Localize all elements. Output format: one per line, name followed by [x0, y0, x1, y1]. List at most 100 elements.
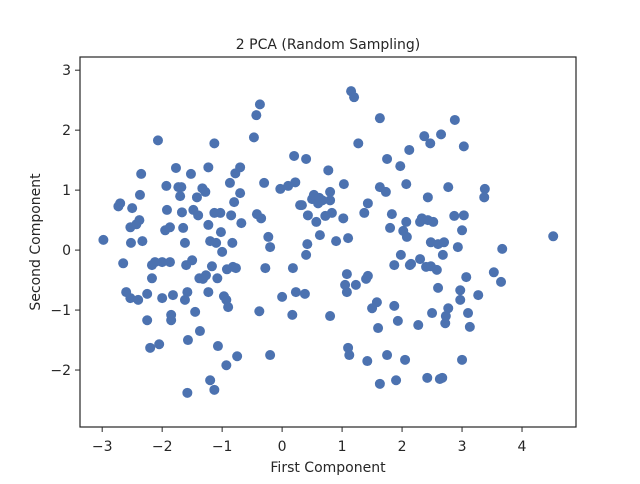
x-tick-label: 2: [398, 439, 407, 455]
point: [461, 272, 472, 283]
point: [256, 213, 267, 224]
point: [362, 356, 373, 367]
point: [265, 350, 276, 361]
point: [419, 131, 430, 142]
point: [170, 162, 181, 173]
point: [157, 293, 168, 304]
point: [248, 132, 259, 143]
point: [314, 230, 325, 241]
point: [209, 138, 220, 149]
point: [413, 320, 424, 331]
point: [176, 182, 187, 193]
x-axis-label: First Component: [270, 460, 386, 476]
point: [212, 273, 223, 284]
point: [479, 183, 490, 194]
point: [437, 249, 448, 260]
point: [302, 210, 313, 221]
point: [259, 177, 270, 188]
point: [200, 186, 211, 197]
point: [200, 270, 211, 281]
point: [260, 263, 271, 274]
point: [190, 306, 201, 317]
point: [215, 227, 226, 238]
point: [125, 293, 136, 304]
point: [275, 183, 286, 194]
point: [209, 384, 220, 395]
point: [223, 302, 234, 313]
point: [325, 311, 336, 322]
point: [380, 186, 391, 197]
point: [194, 326, 205, 337]
point: [161, 204, 172, 215]
point: [125, 237, 136, 248]
point: [458, 141, 469, 152]
x-tick-label: −3: [92, 439, 113, 455]
x-tick-label: 4: [518, 439, 527, 455]
point: [290, 177, 301, 188]
point: [137, 236, 148, 247]
point: [205, 375, 216, 386]
point: [391, 375, 402, 386]
point: [182, 387, 193, 398]
point: [325, 195, 336, 206]
point: [217, 246, 228, 257]
point: [449, 114, 460, 125]
point: [404, 144, 415, 155]
point: [178, 222, 189, 233]
point: [191, 192, 202, 203]
point: [473, 290, 484, 301]
point: [133, 294, 144, 305]
point: [331, 236, 342, 247]
point: [428, 216, 439, 227]
point: [386, 209, 397, 220]
point: [362, 198, 373, 209]
x-tick-label: 0: [278, 439, 287, 455]
point: [497, 243, 508, 254]
y-tick-label: 0: [62, 243, 71, 259]
point: [457, 225, 468, 236]
x-tick-label: −2: [152, 439, 173, 455]
point: [146, 273, 157, 284]
point: [382, 350, 393, 361]
point: [437, 372, 448, 383]
point: [145, 342, 156, 353]
point: [206, 261, 217, 272]
point: [326, 207, 337, 218]
point: [349, 92, 360, 103]
point: [338, 213, 349, 224]
x-tick-label: −1: [212, 439, 233, 455]
point: [179, 237, 190, 248]
point: [224, 177, 235, 188]
point: [338, 179, 349, 190]
point: [440, 311, 451, 322]
point: [154, 339, 165, 350]
point: [325, 186, 336, 197]
point: [229, 197, 240, 208]
point: [443, 303, 454, 314]
point: [203, 162, 214, 173]
point: [146, 260, 157, 271]
point: [185, 168, 196, 179]
point: [452, 242, 463, 253]
point: [422, 192, 433, 203]
point: [443, 182, 454, 193]
point: [287, 263, 298, 274]
point: [373, 323, 384, 334]
x-tick-label: 1: [338, 439, 347, 455]
point: [263, 231, 274, 242]
point: [287, 309, 298, 320]
point: [455, 294, 466, 305]
point: [323, 165, 334, 176]
point: [164, 257, 175, 268]
point: [406, 258, 417, 269]
point: [389, 300, 400, 311]
point: [350, 279, 361, 290]
point: [251, 110, 262, 121]
point: [290, 287, 301, 298]
point: [382, 153, 393, 164]
chart-title: 2 PCA (Random Sampling): [236, 37, 420, 53]
point: [136, 168, 147, 179]
point: [431, 264, 442, 275]
point: [235, 188, 246, 199]
